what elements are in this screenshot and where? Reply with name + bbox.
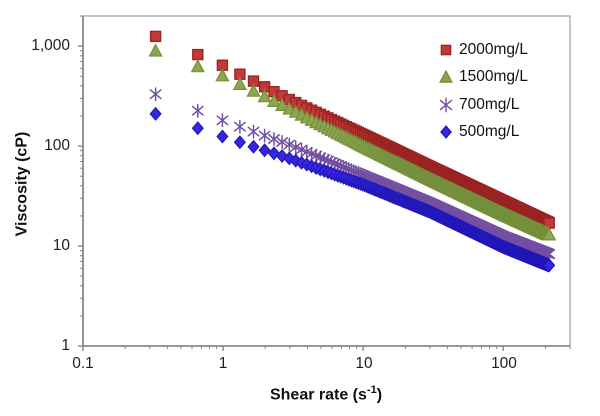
y-tick-label: 10 (52, 237, 70, 254)
y-axis-title: Viscosity (cP) (13, 131, 31, 237)
legend-item-2000mgl: 2000mg/L (438, 36, 528, 64)
legend-label: 500mg/L (459, 123, 520, 141)
legend-label: 700mg/L (459, 95, 520, 113)
x-tick-label: 100 (491, 355, 517, 372)
legend-triangle-marker-icon (439, 70, 453, 83)
legend: 2000mg/L 1500mg/L 700mg/L 500mg/L (438, 36, 528, 146)
series-1500mgl (148, 43, 557, 241)
y-tick-label: 100 (44, 137, 70, 154)
series-500mgl (149, 106, 556, 273)
y-tick-label: 1 (61, 337, 70, 354)
legend-item-1500mgl: 1500mg/L (438, 64, 528, 92)
legend-diamond-marker-icon (440, 125, 452, 140)
x-tick-label: 10 (355, 355, 373, 372)
legend-asterisk-marker-icon (439, 97, 453, 113)
legend-label: 2000mg/L (459, 40, 528, 58)
legend-square-marker-icon (440, 44, 452, 56)
legend-label: 1500mg/L (459, 68, 528, 86)
x-axis-title: Shear rate (s-1) (176, 384, 476, 404)
legend-item-700mgl: 700mg/L (438, 91, 528, 119)
y-tick-label: 1,000 (31, 37, 70, 54)
x-axis-title-superscript: -1 (366, 384, 377, 396)
x-axis-title-suffix: ) (376, 386, 383, 404)
x-tick-label: 1 (218, 355, 228, 372)
x-axis-title-text: Shear rate (s (269, 386, 367, 404)
x-tick-label: 0.1 (72, 355, 94, 372)
series-2000mgl (149, 30, 555, 229)
legend-item-500mgl: 500mg/L (438, 119, 528, 147)
